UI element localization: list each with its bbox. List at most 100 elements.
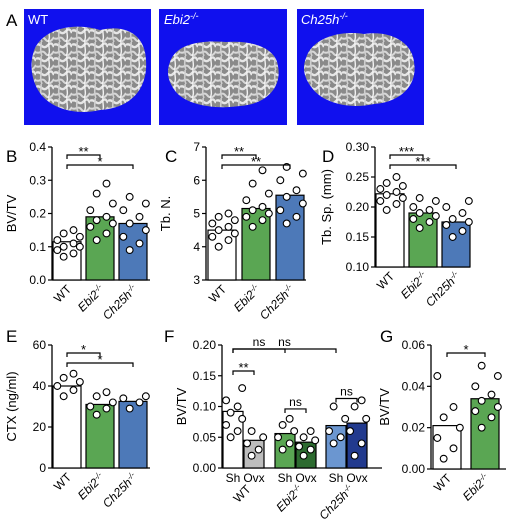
data-point	[86, 206, 95, 215]
data-point	[258, 166, 267, 175]
data-point	[448, 233, 457, 241]
significance-label: *	[97, 154, 102, 169]
y-tick-label: 3	[193, 273, 200, 287]
y-tick-label: 5	[193, 207, 200, 221]
significance-label: **	[251, 154, 261, 169]
data-point	[69, 249, 78, 258]
y-tick-label: 0.15	[346, 230, 370, 244]
data-point	[224, 222, 233, 231]
data-point	[243, 439, 252, 448]
data-point	[336, 433, 345, 442]
y-tick-label: 0.05	[193, 430, 217, 444]
data-point	[455, 423, 464, 432]
data-point	[224, 236, 233, 245]
data-point	[357, 439, 366, 448]
data-point	[75, 232, 84, 241]
data-point	[282, 192, 291, 201]
significance-label: ns	[278, 335, 291, 349]
data-point	[433, 372, 442, 380]
x-tick-label-name: WT	[206, 282, 230, 306]
data-point	[102, 388, 111, 397]
data-point	[442, 203, 451, 211]
data-point	[382, 179, 391, 187]
y-axis-label: BV/TV	[4, 194, 19, 232]
y-axis-label: CTX (ng/ml)	[4, 371, 19, 441]
panel-label-f: F	[164, 327, 174, 346]
data-point	[135, 212, 144, 221]
y-tick-label: 0.00	[193, 461, 217, 475]
data-point	[119, 394, 128, 403]
x-tick-label: Ch25h-/-	[100, 470, 140, 510]
y-tick-label: 7	[193, 140, 200, 154]
y-tick-label: 6	[193, 173, 200, 187]
data-point	[214, 212, 223, 221]
y-tick-label: 0.0	[29, 273, 46, 287]
data-point	[278, 421, 287, 429]
data-point	[75, 242, 84, 251]
significance-bracket	[66, 352, 101, 357]
data-point	[449, 444, 458, 453]
subcategory-label: Sh	[278, 471, 293, 485]
data-point	[278, 445, 287, 454]
data-point	[125, 219, 134, 228]
data-point	[119, 232, 128, 241]
y-tick-label: 0.06	[402, 338, 426, 352]
significance-label: ns	[253, 335, 266, 349]
data-point	[458, 227, 467, 235]
bar	[375, 193, 405, 268]
data-point	[226, 433, 235, 442]
data-point	[233, 427, 242, 436]
x-tick-label-sup: -/-	[125, 470, 137, 482]
data-point	[242, 196, 251, 205]
data-point	[69, 226, 78, 235]
significance-label: ***	[399, 144, 414, 159]
significance-bracket	[66, 164, 134, 169]
data-point	[487, 390, 496, 399]
data-point	[248, 222, 257, 231]
y-tick-label: 20	[33, 420, 47, 434]
panel-label-b: B	[6, 147, 17, 166]
data-point	[108, 199, 117, 208]
data-point	[392, 200, 401, 208]
x-tick-label-sup: -/-	[415, 269, 427, 281]
significance-bracket	[66, 362, 134, 367]
data-point	[298, 199, 307, 208]
data-point	[108, 398, 117, 407]
data-point	[102, 404, 111, 413]
data-point	[258, 202, 267, 211]
data-point	[53, 382, 62, 390]
micro-ct-label-wt: WT	[28, 12, 48, 27]
micro-ct-image-wt: WT	[24, 9, 151, 125]
data-point	[311, 436, 320, 445]
data-point	[298, 169, 307, 178]
data-point	[357, 396, 366, 405]
micro-ct-image-ebi2: Ebi2-/-	[159, 9, 287, 125]
data-point	[125, 246, 134, 255]
y-tick-label: 0.15	[193, 369, 217, 383]
data-point	[431, 212, 440, 220]
chart-panel-g: 0.00 0.02 0.04 0.06 BV/TV WT Ebi2-/- *	[377, 338, 506, 503]
significance-label: **	[234, 144, 244, 159]
x-tick-label: WT	[231, 482, 255, 506]
data-point	[135, 398, 144, 407]
y-tick-label: 0.3	[29, 173, 46, 187]
subcategory-label: Sh	[226, 471, 241, 485]
x-tick-label: WT	[374, 269, 398, 293]
data-point	[415, 224, 424, 232]
data-point	[242, 212, 251, 221]
data-point	[86, 402, 95, 411]
panel-label-c: C	[165, 147, 177, 166]
data-point	[292, 186, 301, 195]
data-point	[382, 191, 391, 199]
data-point	[125, 192, 134, 201]
y-tick-label: 0.04	[402, 379, 426, 393]
data-point	[59, 392, 68, 401]
data-point	[214, 226, 223, 235]
data-point	[233, 402, 242, 411]
subcategory-label: Sh	[329, 471, 344, 485]
significance-bracket	[221, 164, 291, 169]
x-tick-label-sup: -/-	[477, 471, 489, 483]
y-tick-label: 0.30	[346, 140, 370, 154]
data-point	[382, 206, 391, 214]
